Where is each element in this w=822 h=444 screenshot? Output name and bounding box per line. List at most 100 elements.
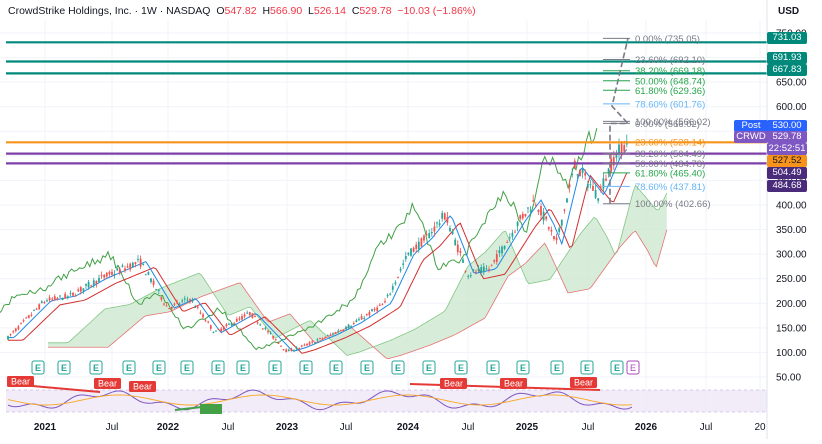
earnings-marker[interactable] — [550, 360, 564, 375]
bear-tag[interactable] — [129, 381, 156, 392]
candle-body — [423, 235, 425, 241]
earnings-marker[interactable] — [236, 360, 250, 375]
candle-body — [92, 280, 95, 286]
candle-body — [116, 268, 119, 271]
candle-body — [436, 222, 438, 224]
candle-body — [402, 263, 405, 265]
earnings-marker[interactable] — [211, 360, 225, 375]
bear-tag[interactable] — [7, 376, 34, 387]
candle-body — [371, 309, 373, 312]
earnings-marker[interactable] — [360, 360, 374, 375]
candle-body — [451, 231, 454, 234]
earnings-marker[interactable] — [329, 360, 343, 375]
earnings-marker[interactable] — [422, 360, 436, 375]
candle-body — [594, 189, 597, 198]
candle-body — [545, 216, 548, 220]
earnings-marker[interactable] — [152, 360, 166, 375]
candle-body — [415, 244, 418, 249]
earnings-marker[interactable] — [454, 360, 468, 375]
candle-body — [235, 319, 238, 322]
candle-body — [363, 317, 366, 319]
candle-body — [233, 323, 236, 325]
candle-body — [589, 184, 592, 186]
candle-body — [498, 250, 501, 254]
candle-body — [246, 312, 249, 314]
bear-tag[interactable] — [440, 378, 467, 389]
rsi-band — [6, 390, 767, 412]
candle-body — [430, 232, 433, 234]
earnings-marker-label: E — [458, 363, 464, 373]
candle-body — [316, 339, 319, 341]
earnings-marker-label: E — [184, 363, 190, 373]
level-label-731: 731.03 — [767, 32, 807, 44]
candle-body — [139, 258, 142, 267]
x-tick-label: 2025 — [516, 422, 539, 433]
candle-body — [160, 297, 163, 300]
candle-body — [103, 274, 106, 278]
candle-body — [615, 152, 618, 158]
candle-body — [131, 262, 134, 268]
candle-body — [329, 334, 332, 336]
candle-body — [215, 330, 217, 332]
earnings-marker[interactable] — [180, 360, 194, 375]
candle-body — [264, 327, 267, 330]
currency-label[interactable]: USD — [778, 6, 800, 17]
candle-body — [64, 293, 67, 299]
candle-body — [352, 323, 355, 325]
earnings-marker[interactable] — [580, 360, 594, 375]
candle-body — [376, 307, 379, 311]
candle-body — [428, 233, 431, 239]
candle-body — [563, 209, 566, 211]
candle-body — [337, 330, 340, 332]
level-label-667: 667.83 — [767, 64, 807, 76]
earnings-marker[interactable] — [486, 360, 500, 375]
candle-body — [477, 268, 480, 272]
fib-upper-label: 78.60% (601.76) — [635, 99, 705, 110]
earnings-marker[interactable] — [31, 360, 45, 375]
earnings-marker[interactable] — [516, 360, 530, 375]
candle-body — [610, 158, 613, 172]
level-label-527: 527.52 — [767, 155, 807, 167]
bear-tag[interactable] — [500, 378, 527, 389]
candle-body — [25, 317, 28, 319]
earnings-marker[interactable] — [89, 360, 103, 375]
candle-body — [254, 316, 256, 318]
earnings-marker-label: E — [614, 363, 620, 373]
candle-body — [394, 282, 397, 285]
candle-body — [48, 297, 51, 301]
earnings-marker[interactable] — [391, 360, 405, 375]
bear-tag[interactable] — [94, 378, 121, 389]
symbol-title[interactable]: CrowdStrike Holdings, Inc. · 1W · NASDAQ — [8, 5, 211, 17]
earnings-marker-upcoming[interactable] — [626, 360, 640, 375]
high-value: 566.90 — [270, 5, 303, 17]
earnings-marker[interactable] — [610, 360, 624, 375]
fib-lower-label: 100.00% (402.66) — [635, 199, 711, 210]
candle-body — [514, 231, 516, 233]
y-tick-label: 100.00 — [776, 348, 807, 359]
candle-body — [163, 303, 165, 305]
earnings-marker[interactable] — [122, 360, 136, 375]
candle-body — [579, 169, 581, 177]
candle-body — [605, 178, 607, 181]
candle-body — [303, 344, 306, 346]
candle-body — [326, 335, 329, 337]
fib-lower-label: 23.60% (528.14) — [635, 138, 705, 149]
earnings-marker[interactable] — [57, 360, 71, 375]
candle-body — [347, 324, 350, 328]
x-tick-label: Jul — [462, 422, 475, 433]
candle-body — [568, 184, 571, 188]
candle-body — [404, 255, 407, 260]
candle-body — [599, 186, 602, 188]
earnings-marker[interactable] — [299, 360, 313, 375]
y-tick-label: 300.00 — [776, 250, 807, 261]
bear-tag[interactable] — [570, 377, 597, 388]
fib-lower-label: 38.20% (504.49) — [635, 149, 705, 160]
candle-body — [534, 204, 537, 206]
candle-body — [345, 326, 347, 330]
candle-body — [313, 342, 316, 344]
earnings-marker-label: E — [126, 363, 132, 373]
fib-upper-label: 0.00% (735.05) — [635, 34, 700, 45]
earnings-marker[interactable] — [268, 360, 282, 375]
candle-body — [355, 320, 358, 323]
